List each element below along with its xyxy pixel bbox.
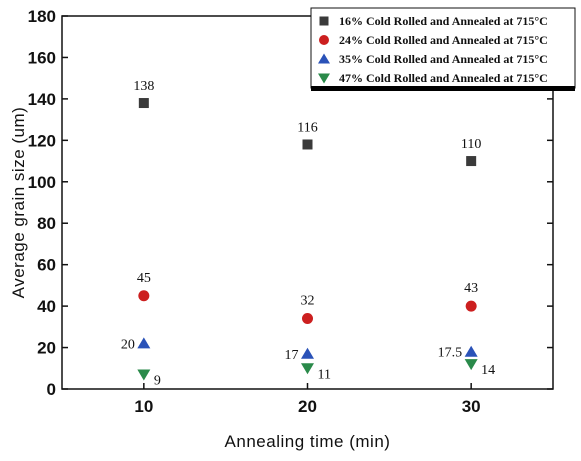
legend-entry: 16% Cold Rolled and Annealed at 715°C bbox=[339, 14, 548, 28]
legend-marker bbox=[319, 35, 329, 45]
y-tick-label: 40 bbox=[37, 297, 56, 316]
marker-circle bbox=[465, 300, 477, 312]
data-label: 9 bbox=[154, 373, 161, 388]
data-labels: 138 116 110 45 32 43 20 17 17.5 9 11 14 bbox=[121, 79, 495, 388]
data-label: 11 bbox=[318, 367, 331, 382]
marker-triangle-down bbox=[301, 363, 314, 375]
legend: 16% Cold Rolled and Annealed at 715°C 24%… bbox=[310, 7, 576, 91]
data-label: 17 bbox=[285, 348, 299, 363]
y-tick-label: 100 bbox=[28, 173, 56, 192]
y-axis-title: Average grain size (um) bbox=[9, 107, 28, 299]
legend-entry: 47% Cold Rolled and Annealed at 715°C bbox=[339, 71, 548, 85]
legend-marker bbox=[318, 73, 330, 84]
marker-triangle-up bbox=[137, 337, 151, 349]
data-label: 17.5 bbox=[438, 346, 463, 361]
y-tick-label: 180 bbox=[28, 7, 56, 26]
x-tick-label: 10 bbox=[134, 397, 153, 416]
data-points bbox=[137, 98, 478, 381]
y-tick-label: 120 bbox=[28, 131, 56, 150]
marker-circle bbox=[138, 290, 150, 302]
data-label: 43 bbox=[464, 281, 478, 296]
y-tick-label: 140 bbox=[28, 90, 56, 109]
data-label: 110 bbox=[461, 137, 481, 152]
data-label: 116 bbox=[297, 120, 317, 135]
data-label: 14 bbox=[481, 363, 495, 378]
marker-triangle-up bbox=[301, 347, 314, 359]
marker-triangle-down bbox=[137, 369, 151, 381]
x-tick-label: 30 bbox=[462, 397, 481, 416]
legend-box bbox=[310, 7, 576, 89]
marker-circle bbox=[302, 313, 313, 325]
x-axis-title: Annealing time (min) bbox=[225, 432, 391, 451]
x-axis: 10 20 30 bbox=[134, 383, 481, 416]
marker-triangle-up bbox=[464, 345, 478, 357]
y-axis: 0 20 40 60 80 100 120 140 160 180 bbox=[28, 7, 553, 399]
y-tick-label: 20 bbox=[37, 339, 56, 358]
x-tick-label: 20 bbox=[298, 397, 317, 416]
data-label: 45 bbox=[137, 271, 151, 286]
data-label: 32 bbox=[301, 294, 315, 309]
legend-marker bbox=[318, 53, 330, 64]
data-label: 20 bbox=[121, 337, 135, 352]
legend-entry: 24% Cold Rolled and Annealed at 715°C bbox=[339, 33, 548, 47]
marker-square bbox=[302, 139, 313, 150]
legend-entry: 35% Cold Rolled and Annealed at 715°C bbox=[339, 52, 548, 66]
y-tick-label: 0 bbox=[47, 380, 56, 399]
legend-shadow bbox=[311, 86, 575, 91]
data-label: 138 bbox=[133, 79, 154, 94]
y-tick-label: 80 bbox=[37, 214, 56, 233]
legend-marker bbox=[319, 16, 329, 26]
y-tick-label: 60 bbox=[37, 256, 56, 275]
marker-square bbox=[138, 98, 149, 109]
marker-square bbox=[466, 156, 477, 167]
y-tick-label: 160 bbox=[28, 48, 56, 67]
marker-triangle-down bbox=[464, 359, 478, 371]
